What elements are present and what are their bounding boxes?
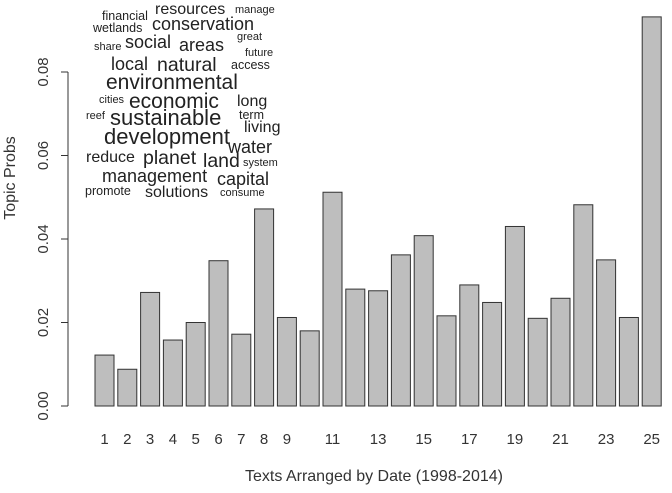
- bar: [162, 339, 183, 407]
- x-axis-label: Texts Arranged by Date (1998-2014): [245, 468, 503, 485]
- x-tick-label: 1: [100, 431, 108, 448]
- y-tick-label: 0.06: [35, 141, 52, 170]
- word-cloud-word: natural: [157, 54, 217, 76]
- y-axis-label: Topic Probs: [2, 136, 19, 220]
- bar: [550, 297, 571, 407]
- y-tick-label: 0.02: [35, 308, 52, 337]
- word-cloud: financial resources manage wetlands conserva…: [85, 1, 280, 201]
- word-cloud-word: planet: [143, 147, 197, 169]
- word-cloud-word: great: [237, 31, 262, 43]
- bar: [641, 16, 662, 407]
- bar: [482, 301, 503, 407]
- word-cloud-word: social: [125, 32, 171, 52]
- x-tick-label: 9: [283, 431, 291, 448]
- x-tick-label: 15: [415, 431, 432, 448]
- word-cloud-word: management: [102, 166, 207, 186]
- bar: [208, 260, 229, 407]
- x-tick-label: 11: [325, 431, 341, 448]
- x-tick-label: 5: [192, 431, 200, 448]
- word-cloud-word: promote: [85, 184, 131, 198]
- word-cloud-word: local: [111, 54, 148, 74]
- bar: [299, 330, 320, 407]
- x-tick-label: 13: [370, 431, 387, 448]
- word-cloud-word: solutions: [145, 184, 208, 201]
- word-cloud-word: long: [237, 93, 267, 110]
- y-tick-label: 0.04: [35, 224, 52, 253]
- x-tick-label: 7: [237, 431, 245, 448]
- word-cloud-word: capital: [217, 169, 269, 189]
- word-cloud-word: areas: [179, 35, 224, 55]
- x-tick-label: 8: [260, 431, 268, 448]
- bar: [94, 354, 115, 407]
- x-tick-label: 25: [643, 431, 660, 448]
- x-tick-label: 2: [123, 431, 131, 448]
- bar: [596, 259, 617, 407]
- word-cloud-word: reef: [86, 110, 106, 122]
- bar: [573, 204, 594, 407]
- bar: [436, 315, 457, 407]
- bar: [345, 288, 366, 407]
- word-cloud-word: land: [203, 150, 240, 172]
- x-tick-label: 4: [169, 431, 177, 448]
- bar: [527, 317, 548, 407]
- bar: [254, 208, 275, 407]
- bar: [618, 316, 639, 407]
- x-axis-ticks: 1 2 3 4 5 6 7 8 9 11 13 15 17 19 21 23 25: [100, 431, 660, 448]
- bars: [94, 16, 662, 407]
- word-cloud-word: cities: [99, 94, 125, 106]
- bar: [231, 333, 252, 407]
- word-cloud-word: sustainable: [110, 105, 221, 130]
- bar: [322, 191, 343, 407]
- bar: [140, 291, 161, 407]
- bar: [368, 290, 389, 407]
- word-cloud-word: share: [94, 41, 122, 53]
- word-cloud-word: term: [239, 108, 264, 122]
- bar: [185, 322, 206, 407]
- x-tick-label: 6: [214, 431, 222, 448]
- x-tick-label: 23: [598, 431, 615, 448]
- word-cloud-word: conservation: [152, 14, 254, 34]
- bar: [390, 254, 411, 407]
- word-cloud-word: resources: [155, 1, 225, 18]
- bar: [276, 316, 297, 407]
- bar: [117, 368, 138, 407]
- bar: [459, 284, 480, 407]
- word-cloud-word: economic: [129, 90, 219, 113]
- y-axis: 0.00 0.02 0.04 0.06 0.08: [35, 57, 69, 421]
- word-cloud-word: manage: [235, 4, 275, 16]
- x-tick-label: 17: [461, 431, 478, 448]
- word-cloud-word: water: [227, 137, 272, 157]
- word-cloud-word: wetlands: [92, 21, 142, 35]
- word-cloud-word: financial: [102, 9, 148, 23]
- word-cloud-word: consume: [220, 187, 265, 199]
- y-tick-label: 0.00: [35, 391, 52, 420]
- x-tick-label: 21: [552, 431, 569, 448]
- bar: [413, 235, 434, 407]
- word-cloud-word: reduce: [86, 149, 135, 166]
- x-tick-label: 19: [507, 431, 524, 448]
- word-cloud-word: access: [231, 58, 270, 72]
- word-cloud-word: system: [243, 157, 278, 169]
- y-tick-label: 0.08: [35, 57, 52, 86]
- word-cloud-word: living: [244, 119, 280, 136]
- x-tick-label: 3: [146, 431, 154, 448]
- word-cloud-word: environmental: [106, 71, 238, 94]
- bar: [504, 225, 525, 407]
- word-cloud-word: development: [104, 124, 230, 149]
- word-cloud-word: future: [245, 47, 273, 59]
